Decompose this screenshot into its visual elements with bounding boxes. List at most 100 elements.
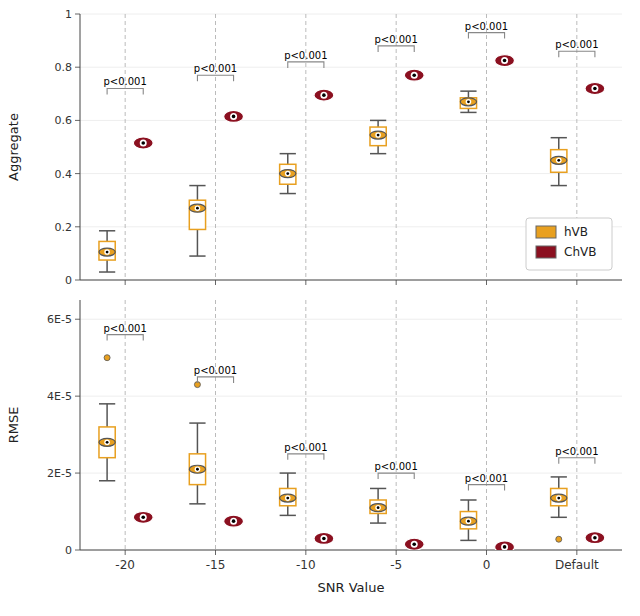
- point-eye: [133, 137, 153, 149]
- whisker-cap-low: [280, 193, 296, 195]
- x-tick: [576, 550, 577, 555]
- x-grid-line: [396, 300, 397, 550]
- median-eye-iris: [104, 249, 110, 255]
- whisker-high: [106, 404, 108, 427]
- y-tick-label: 6E-5: [47, 313, 72, 326]
- y-tick-label: 0.6: [55, 114, 73, 127]
- y-grid-line: [80, 280, 622, 281]
- significance-label: p<0.001: [555, 446, 598, 457]
- significance-bracket: [378, 46, 414, 52]
- significance-bracket: [378, 473, 414, 479]
- point-eye-pupil: [232, 519, 236, 523]
- whisker-high: [287, 154, 289, 165]
- legend-swatch: [536, 246, 556, 258]
- whisker-cap-high: [551, 476, 567, 478]
- x-tick: [215, 550, 216, 555]
- significance-label: p<0.001: [194, 365, 237, 376]
- box-body: [370, 500, 386, 513]
- point-eye-outer: [585, 82, 605, 94]
- median-eye: [370, 131, 386, 139]
- median-eye-pupil: [557, 497, 560, 500]
- y-axis-line: [80, 300, 81, 550]
- median-eye-pupil: [377, 134, 380, 137]
- point-eye: [314, 89, 334, 101]
- y-grid-line: [80, 14, 622, 15]
- x-tick: [125, 550, 126, 555]
- median-eye: [99, 248, 115, 256]
- whisker-high: [558, 138, 560, 150]
- point-eye-outer: [133, 137, 153, 149]
- significance-label: p<0.001: [374, 461, 417, 472]
- whisker-cap-high: [370, 488, 386, 490]
- point-eye-iris: [140, 514, 147, 521]
- point-eye: [495, 541, 515, 550]
- median-eye-outer: [280, 170, 296, 178]
- whisker-low: [287, 184, 289, 193]
- point-eye-outer: [314, 532, 334, 544]
- point-eye-iris: [501, 543, 508, 550]
- y-tick: [75, 120, 80, 121]
- median-eye-outer: [460, 517, 476, 525]
- significance-bracket: [197, 377, 233, 383]
- point-eye-iris: [320, 92, 327, 99]
- median-eye-pupil: [467, 520, 470, 523]
- box-body: [99, 427, 115, 458]
- significance-label: p<0.001: [465, 21, 508, 32]
- legend-box: [526, 218, 612, 270]
- point-eye-iris: [230, 113, 237, 120]
- box-body: [551, 488, 567, 505]
- point-eye-iris: [591, 534, 598, 541]
- point-eye: [224, 110, 244, 122]
- x-tick: [486, 280, 487, 285]
- median-eye: [370, 504, 386, 512]
- flier: [556, 536, 562, 542]
- y-grid-line: [80, 67, 622, 68]
- significance-label: p<0.001: [103, 76, 146, 87]
- whisker-high: [377, 488, 379, 500]
- x-grid-line: [215, 14, 216, 280]
- median-eye-outer: [551, 494, 567, 502]
- significance-bracket: [107, 88, 143, 94]
- x-tick-label: 0: [483, 558, 491, 572]
- y-grid-line: [80, 550, 622, 551]
- x-tick: [396, 280, 397, 285]
- median-eye-outer: [99, 438, 115, 446]
- median-eye-iris: [556, 495, 562, 501]
- median-eye: [280, 170, 296, 178]
- point-eye-pupil: [503, 545, 507, 549]
- box-body: [280, 164, 296, 184]
- y-tick: [75, 319, 80, 320]
- chart-root: 00.20.40.60.81Aggregatep<0.001p<0.001p<0…: [0, 0, 640, 616]
- whisker-cap-low: [460, 540, 476, 542]
- y-tick: [75, 67, 80, 68]
- significance-bracket: [288, 62, 324, 68]
- median-eye: [280, 494, 296, 502]
- median-eye-iris: [195, 466, 201, 472]
- point-eye: [404, 69, 424, 81]
- whisker-high: [468, 500, 470, 512]
- median-eye-pupil: [106, 251, 109, 254]
- panel: 02E-54E-56E-5-20-15-10-50DefaultRMSESNR …: [6, 300, 622, 595]
- whisker-low: [287, 506, 289, 516]
- point-eye-iris: [230, 518, 237, 525]
- y-axis-title: Aggregate: [6, 113, 21, 181]
- y-tick-label: 0: [65, 274, 72, 287]
- y-tick: [75, 550, 80, 551]
- whisker-cap-high: [99, 403, 115, 405]
- y-grid-line: [80, 319, 622, 320]
- whisker-high: [197, 186, 199, 201]
- x-tick-label: -15: [206, 558, 226, 572]
- median-eye-iris: [375, 132, 381, 138]
- point-eye-iris: [140, 140, 147, 147]
- median-eye-iris: [285, 171, 291, 177]
- legend-label: ChVB: [564, 245, 596, 259]
- whisker-cap-low: [551, 185, 567, 187]
- x-tick: [305, 550, 306, 555]
- y-tick: [75, 226, 80, 227]
- whisker-cap-high: [280, 153, 296, 155]
- y-axis-title: RMSE: [6, 407, 21, 444]
- median-eye-iris: [466, 99, 472, 105]
- whisker-cap-low: [99, 480, 115, 482]
- box-body: [551, 150, 567, 173]
- box-body: [460, 512, 476, 529]
